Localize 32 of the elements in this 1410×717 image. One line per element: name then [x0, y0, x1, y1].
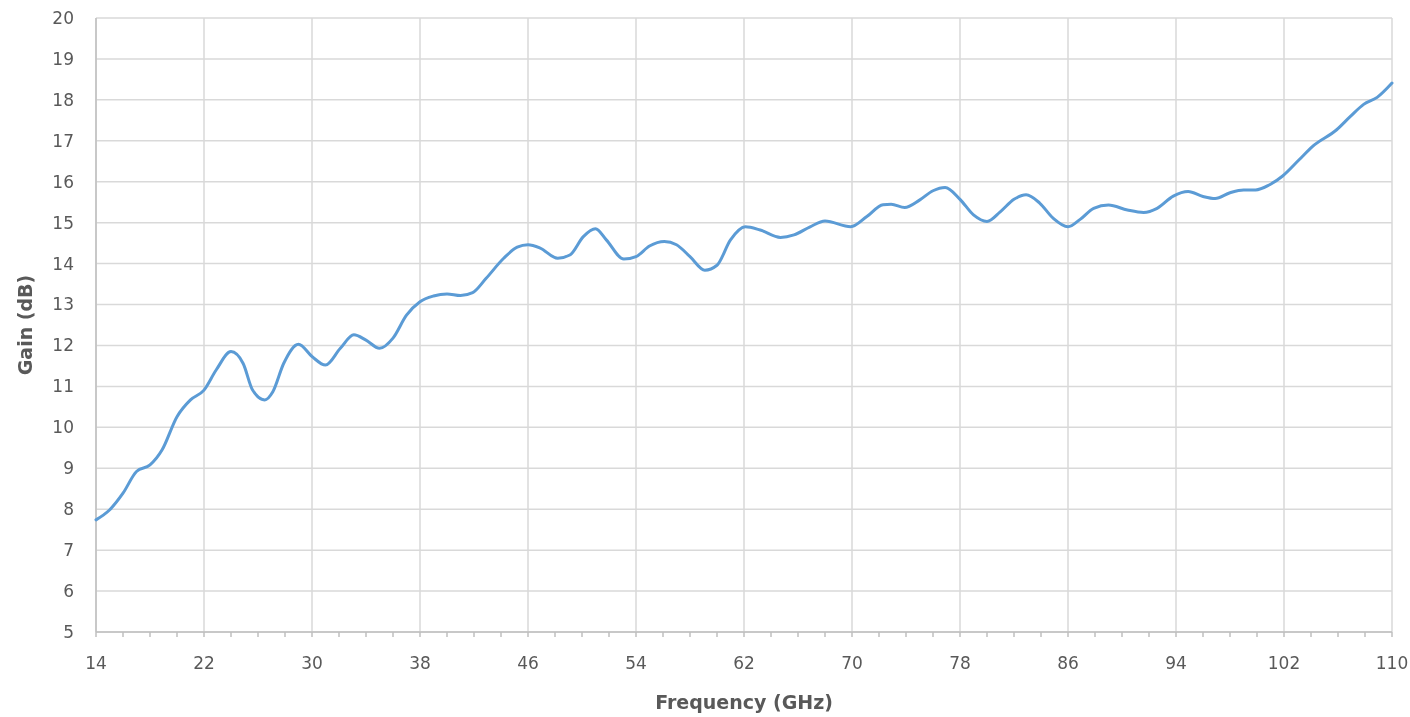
x-tick-label: 78	[949, 653, 971, 673]
x-tick-label: 38	[409, 653, 431, 673]
x-tick-label: 70	[841, 653, 863, 673]
y-tick-label: 17	[52, 130, 74, 151]
y-tick-label: 6	[63, 581, 74, 602]
y-tick-label: 19	[52, 48, 74, 69]
x-axis-title: Frequency (GHz)	[655, 691, 833, 713]
x-tick-label: 30	[301, 653, 323, 673]
y-tick-label: 16	[52, 171, 74, 192]
y-tick-label: 12	[52, 335, 74, 356]
y-axis-title: Gain (dB)	[14, 274, 36, 376]
x-tick-label: 94	[1165, 653, 1187, 673]
x-tick-label: 14	[85, 653, 107, 673]
x-tick-label: 102	[1267, 653, 1301, 673]
x-tick-label: 54	[625, 653, 647, 673]
x-tick-label: 86	[1057, 653, 1079, 673]
line-series	[94, 81, 1394, 522]
x-tick-label: 22	[193, 653, 215, 673]
y-tick-label: 11	[52, 376, 74, 397]
y-tick-label: 10	[52, 417, 74, 438]
y-tick-label: 15	[52, 212, 74, 233]
x-tick-label: 46	[517, 653, 539, 673]
y-tick-label: 9	[63, 458, 74, 479]
x-tick-label: 62	[733, 653, 755, 673]
y-tick-label: 14	[52, 253, 74, 274]
x-tick-label: 110	[1375, 653, 1409, 673]
y-tick-label: 18	[52, 89, 74, 110]
y-tick-label: 7	[63, 540, 74, 561]
y-tick-label: 5	[63, 621, 74, 642]
y-tick-label: 20	[52, 7, 74, 28]
y-tick-label: 8	[63, 499, 74, 520]
y-tick-label: 13	[52, 294, 74, 315]
